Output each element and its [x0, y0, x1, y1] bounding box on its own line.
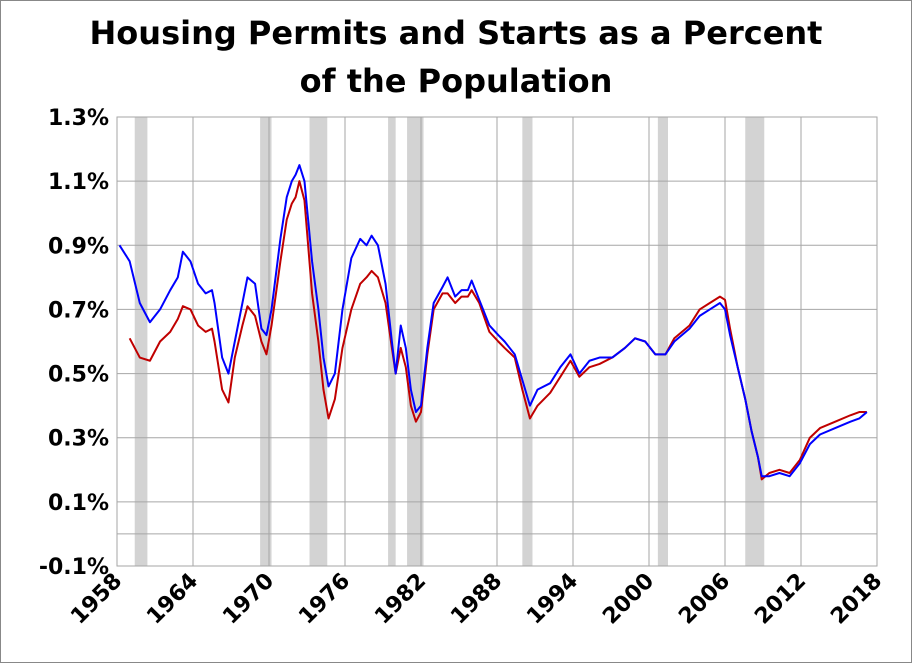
recession-band — [657, 117, 668, 566]
recession-band — [745, 117, 765, 566]
y-tick-label: 0.9% — [48, 234, 109, 259]
y-tick-label: 0.7% — [48, 298, 109, 323]
recession-band — [522, 117, 533, 566]
y-tick-label: 0.3% — [48, 427, 109, 452]
recession-band — [407, 117, 424, 566]
series-line — [128, 180, 867, 481]
chart-title: Housing Permits and Starts as a Percent — [90, 14, 823, 52]
series-line — [118, 164, 868, 478]
y-tick-label: 1.3% — [48, 106, 109, 131]
plot-border — [116, 116, 878, 567]
recession-band — [260, 117, 272, 566]
y-tick-label: 0.5% — [48, 363, 109, 388]
y-tick-label: 1.1% — [48, 170, 109, 195]
chart-title: of the Population — [300, 62, 613, 100]
y-tick-label: -0.1% — [39, 555, 109, 580]
recession-band — [134, 117, 148, 566]
y-tick-label: 0.1% — [48, 491, 109, 516]
